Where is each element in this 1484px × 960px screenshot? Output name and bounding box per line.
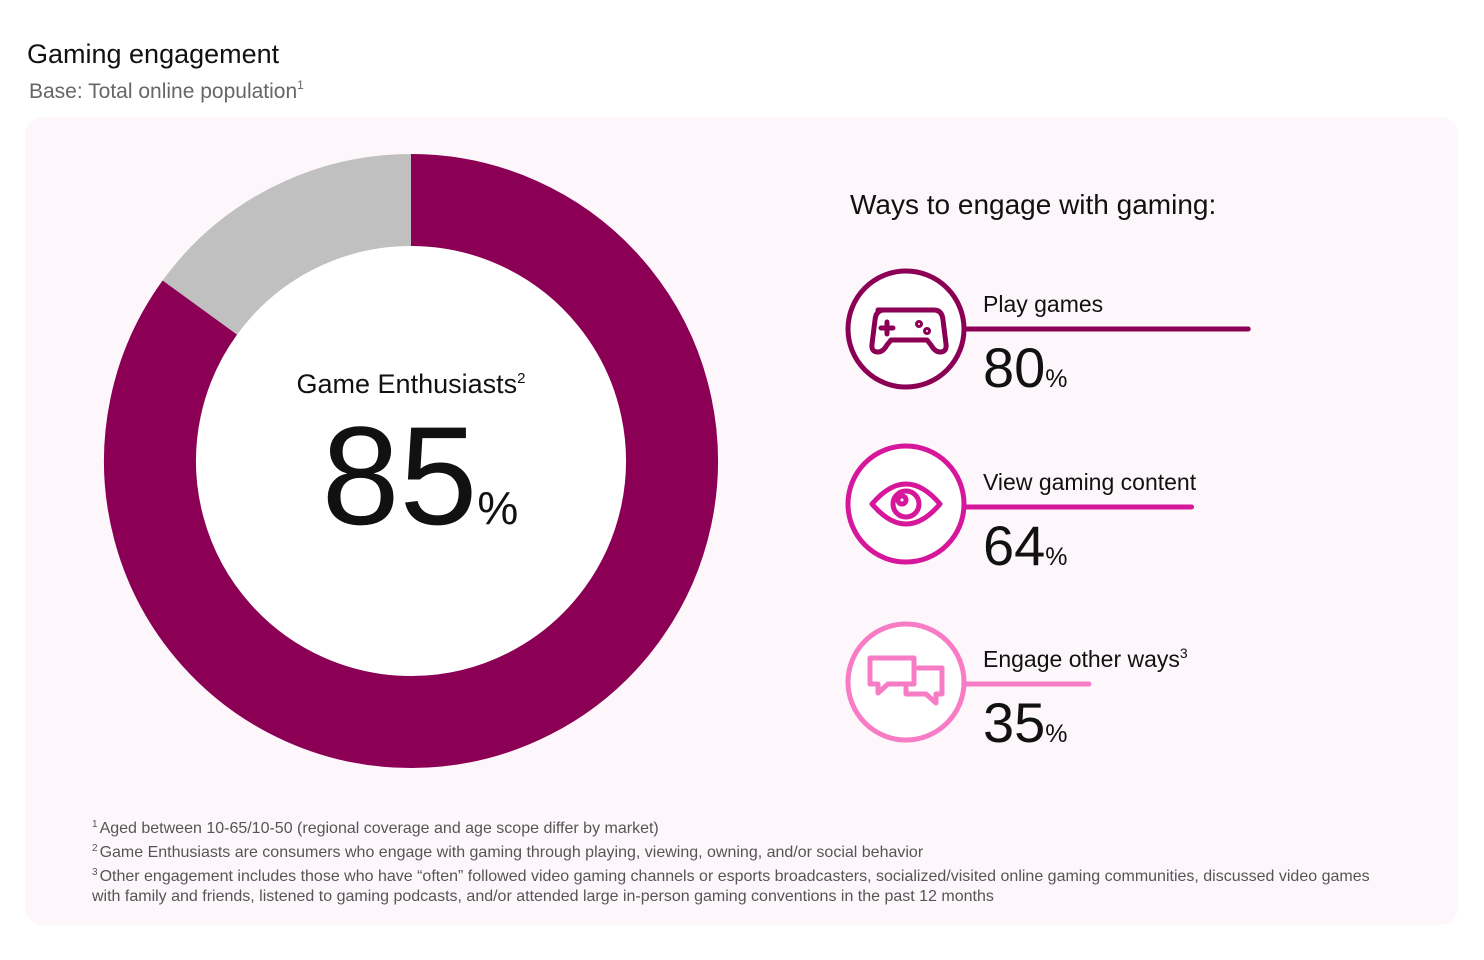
footnote-mark: 2	[517, 370, 525, 387]
footnote-mark: 1	[92, 819, 98, 830]
donut	[104, 154, 718, 768]
bars: Play games 80% View gaming content 64% Engag…	[962, 291, 1251, 754]
footnote: 2 Game Enthusiasts are consumers who enga…	[92, 839, 1402, 863]
value-number: 64	[983, 514, 1045, 577]
subtitle-text: Base: Total online population	[29, 80, 297, 103]
gamepad-icon	[869, 307, 949, 355]
value-unit: %	[477, 482, 518, 534]
title: Gaming engagement	[27, 39, 280, 69]
category-label: Play games	[983, 291, 1103, 317]
label-text: Game Enthusiasts	[297, 369, 518, 399]
footnote-mark: 2	[92, 843, 98, 854]
donut-remainder	[162, 154, 412, 336]
donut-label: Game Enthusiasts2	[297, 369, 526, 399]
category-label: View gaming content	[983, 469, 1197, 495]
footnote-text: Other engagement includes those who have…	[92, 868, 1370, 905]
value-unit: %	[1045, 543, 1067, 571]
footnote-mark: 3	[92, 867, 98, 878]
value-number: 85	[322, 397, 478, 554]
subtitle: Base: Total online population1	[29, 78, 304, 103]
footnote-mark: 3	[1180, 645, 1188, 661]
category-text: View gaming content	[983, 469, 1197, 495]
eye-icon	[869, 481, 943, 527]
value-label: 64%	[983, 514, 1068, 577]
donut-hole	[196, 246, 626, 676]
footnote-mark: 1	[297, 78, 304, 92]
chat-icon	[867, 655, 945, 706]
donut-value: 85%	[322, 397, 519, 554]
category-text: Engage other ways	[983, 646, 1180, 672]
footnotes: 1 Aged between 10-65/10-50 (regional cove…	[92, 815, 1402, 907]
category-text: Play games	[983, 291, 1103, 317]
value-number: 35	[983, 691, 1045, 754]
value-label: 80%	[983, 336, 1068, 399]
footnote-text: Aged between 10-65/10-50 (regional cover…	[99, 820, 659, 837]
footnote-text: Game Enthusiasts are consumers who engag…	[99, 844, 924, 861]
value-number: 80	[983, 336, 1045, 399]
footnote: 1 Aged between 10-65/10-50 (regional cove…	[92, 815, 1402, 839]
footnote: 3 Other engagement includes those who hav…	[92, 863, 1402, 907]
icons	[845, 268, 967, 743]
value-unit: %	[1045, 720, 1067, 748]
donut-segment	[104, 154, 718, 768]
category-label: Engage other ways3	[983, 645, 1188, 672]
value-label: 35%	[983, 691, 1068, 754]
value-unit: %	[1045, 365, 1067, 393]
bars-title: Ways to engage with gaming:	[850, 189, 1216, 220]
